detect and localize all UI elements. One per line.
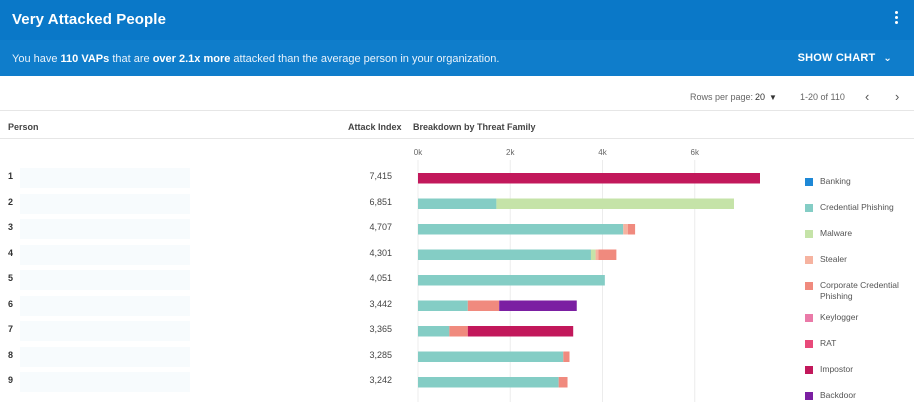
legend-swatch <box>805 392 813 400</box>
row-rank: 6 <box>8 298 14 309</box>
header-bar: Very Attacked People You have 110 VAPs t… <box>0 0 914 76</box>
attack-index-value: 7,415 <box>369 171 392 181</box>
column-header-breakdown: Breakdown by Threat Family <box>413 122 536 132</box>
attack-index-value: 4,707 <box>369 222 392 232</box>
legend-label: RAT <box>820 338 837 348</box>
column-header-attack-index[interactable]: Attack Index <box>348 122 402 132</box>
show-chart-button[interactable]: SHOW CHART ⌄ <box>798 52 892 64</box>
table-row[interactable]: 8 3,285 <box>0 345 790 369</box>
row-rank: 5 <box>8 273 14 283</box>
legend-swatch <box>805 282 813 290</box>
chevron-left-icon[interactable]: ‹ <box>865 89 870 104</box>
legend-label: Corporate Credential Phishing <box>820 280 899 301</box>
attack-index-value: 6,851 <box>369 196 392 207</box>
legend-label: Impostor <box>820 364 854 374</box>
person-name-link[interactable] <box>20 219 190 239</box>
person-name-link[interactable] <box>20 346 190 367</box>
summary-text: You have 110 VAPs that are over 2.1x mor… <box>12 53 499 65</box>
summary-factor: over 2.1x more <box>152 53 231 65</box>
legend-swatch <box>805 230 813 238</box>
person-name-link[interactable] <box>20 193 190 214</box>
x-tick-label: 6k <box>690 148 699 157</box>
person-name-link[interactable] <box>20 168 190 188</box>
x-tick-label: 0k <box>413 148 423 157</box>
rows-per-page-label: Rows per page: <box>690 92 754 102</box>
legend-swatch <box>805 178 813 186</box>
legend-swatch <box>805 340 813 348</box>
person-name-link[interactable] <box>20 295 190 316</box>
summary-count: 110 VAPs <box>60 53 110 65</box>
row-rank: 7 <box>8 324 14 334</box>
row-rank: 3 <box>8 222 14 232</box>
summary-mid: that are <box>109 53 153 65</box>
pagination-range: 1-20 of 110 <box>800 92 845 102</box>
table-row[interactable]: 6 3,442 <box>0 294 790 318</box>
divider <box>0 138 914 139</box>
legend-swatch <box>805 366 813 374</box>
legend-label: Keylogger <box>820 312 859 322</box>
person-name-link[interactable] <box>20 372 190 392</box>
row-rank: 8 <box>8 349 14 360</box>
table-row[interactable]: 4 4,301 <box>0 243 790 267</box>
summary-post: attacked than the average person in your… <box>230 53 500 65</box>
divider <box>0 110 914 111</box>
table-row[interactable]: 3 4,707 <box>0 217 790 241</box>
rows-per-page-value: 20 <box>755 92 766 102</box>
caret-down-icon: ▼ <box>769 93 777 102</box>
legend-label: Malware <box>820 228 853 238</box>
table-row[interactable]: 1 7,415 <box>0 166 790 190</box>
legend-swatch <box>805 256 813 264</box>
legend-swatch <box>805 314 813 322</box>
chevron-right-icon[interactable]: › <box>895 89 900 104</box>
attack-index-value: 4,301 <box>369 247 392 258</box>
person-name-link[interactable] <box>20 321 190 341</box>
row-rank: 9 <box>8 375 14 385</box>
row-rank: 2 <box>8 196 14 207</box>
more-options-icon[interactable] <box>892 11 900 27</box>
rows-per-page-select[interactable]: 20 ▼ <box>755 92 777 102</box>
legend-label: Backdoor <box>820 390 856 400</box>
x-tick-label: 2k <box>506 148 515 157</box>
legend-label: Stealer <box>820 254 847 264</box>
person-name-link[interactable] <box>20 244 190 265</box>
table-row[interactable]: 5 4,051 <box>0 268 790 292</box>
attack-index-value: 3,442 <box>369 298 392 309</box>
table-row[interactable]: 9 3,242 <box>0 370 790 394</box>
attack-index-value: 3,365 <box>369 324 392 334</box>
chevron-down-icon: ⌄ <box>883 53 892 64</box>
column-header-person[interactable]: Person <box>8 122 39 132</box>
attack-index-value: 4,051 <box>369 273 392 283</box>
table-row[interactable]: 2 6,851 <box>0 192 790 216</box>
legend-label: Credential Phishing <box>820 202 894 212</box>
summary-pre: You have <box>12 53 61 65</box>
page-title: Very Attacked People <box>12 11 167 28</box>
table-row[interactable]: 7 3,365 <box>0 319 790 343</box>
attack-index-value: 3,285 <box>369 349 392 360</box>
person-name-link[interactable] <box>20 270 190 290</box>
legend-swatch <box>805 204 813 212</box>
x-tick-label: 4k <box>598 148 607 157</box>
row-rank: 1 <box>8 171 14 181</box>
row-rank: 4 <box>8 247 14 258</box>
attack-index-value: 3,242 <box>369 375 392 385</box>
legend-label: Banking <box>820 176 851 186</box>
show-chart-label: SHOW CHART <box>797 52 876 64</box>
summary-bar <box>0 40 914 76</box>
